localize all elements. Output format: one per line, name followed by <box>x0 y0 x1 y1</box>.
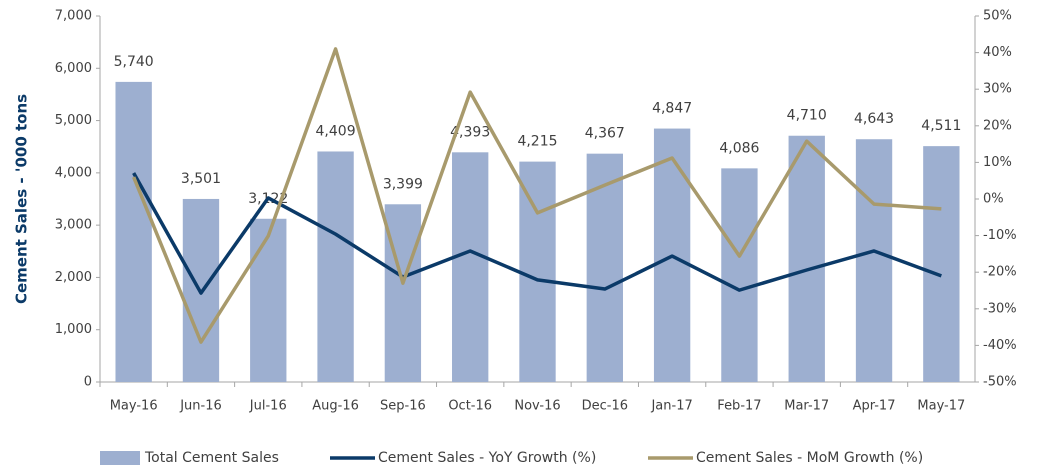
bar <box>250 218 287 382</box>
y2-tick-label: -10% <box>983 228 1017 243</box>
y-tick-label: 3,000 <box>55 218 92 233</box>
legend-label: Total Cement Sales <box>144 450 279 466</box>
x-tick-label: Sep-16 <box>380 399 426 414</box>
y-tick-label: 0 <box>84 375 92 390</box>
legend-swatch <box>100 451 140 465</box>
value-label: 4,393 <box>450 124 490 140</box>
y2-tick-label: 20% <box>983 118 1012 133</box>
x-tick-label: Jul-16 <box>249 399 287 414</box>
legend-label: Cement Sales - MoM Growth (%) <box>696 450 923 466</box>
value-label: 4,511 <box>921 118 961 134</box>
y2-tick-label: -40% <box>983 338 1017 353</box>
x-tick-label: May-17 <box>917 399 965 414</box>
y2-tick-label: 0% <box>983 192 1004 207</box>
value-label: 4,847 <box>652 101 692 117</box>
y2-tick-label: 10% <box>983 155 1012 170</box>
x-tick-label: Apr-17 <box>853 399 896 414</box>
value-label: 4,409 <box>316 123 356 139</box>
value-label: 4,086 <box>719 140 759 156</box>
y-tick-label: 7,000 <box>55 9 92 24</box>
value-label: 3,501 <box>181 171 221 187</box>
line <box>132 47 942 344</box>
bar <box>923 146 960 382</box>
y2-tick-label: 40% <box>983 45 1012 60</box>
bar <box>519 161 556 382</box>
y-axis-label: Cement Sales - '000 tons <box>13 94 31 304</box>
bar <box>115 81 152 382</box>
y-tick-label: 5,000 <box>55 113 92 128</box>
x-tick-label: Mar-17 <box>784 399 829 414</box>
legend-label: Cement Sales - YoY Growth (%) <box>378 450 596 466</box>
y-tick-label: 6,000 <box>55 61 92 76</box>
bar <box>788 135 825 382</box>
value-label: 4,215 <box>517 134 557 150</box>
y2-tick-label: -20% <box>983 265 1017 280</box>
y-tick-label: 4,000 <box>55 165 92 180</box>
value-label: 5,740 <box>114 54 154 70</box>
x-tick-label: Oct-16 <box>448 399 492 414</box>
bar <box>586 153 623 382</box>
value-label: 3,399 <box>383 176 423 192</box>
y2-tick-label: 30% <box>983 82 1012 97</box>
value-label: 4,367 <box>585 126 625 142</box>
y2-tick-label: -30% <box>983 301 1017 316</box>
x-tick-label: Nov-16 <box>514 399 560 414</box>
bar <box>452 152 489 382</box>
bar <box>855 139 893 382</box>
x-tick-label: Jun-16 <box>179 399 222 414</box>
y-tick-label: 1,000 <box>55 322 92 337</box>
bar <box>384 204 422 382</box>
line <box>132 172 942 295</box>
x-tick-label: Feb-17 <box>717 399 761 414</box>
y2-tick-label: 50% <box>983 9 1012 24</box>
x-tick-label: Aug-16 <box>312 399 359 414</box>
x-tick-label: Jan-17 <box>650 399 692 414</box>
y-tick-label: 2,000 <box>55 270 92 285</box>
value-label: 4,710 <box>787 108 827 124</box>
y2-tick-label: -50% <box>983 375 1017 390</box>
bar <box>721 168 758 382</box>
value-label: 4,643 <box>854 111 894 127</box>
x-tick-label: Dec-16 <box>582 399 628 414</box>
bar <box>317 151 354 382</box>
x-tick-label: May-16 <box>110 399 158 414</box>
